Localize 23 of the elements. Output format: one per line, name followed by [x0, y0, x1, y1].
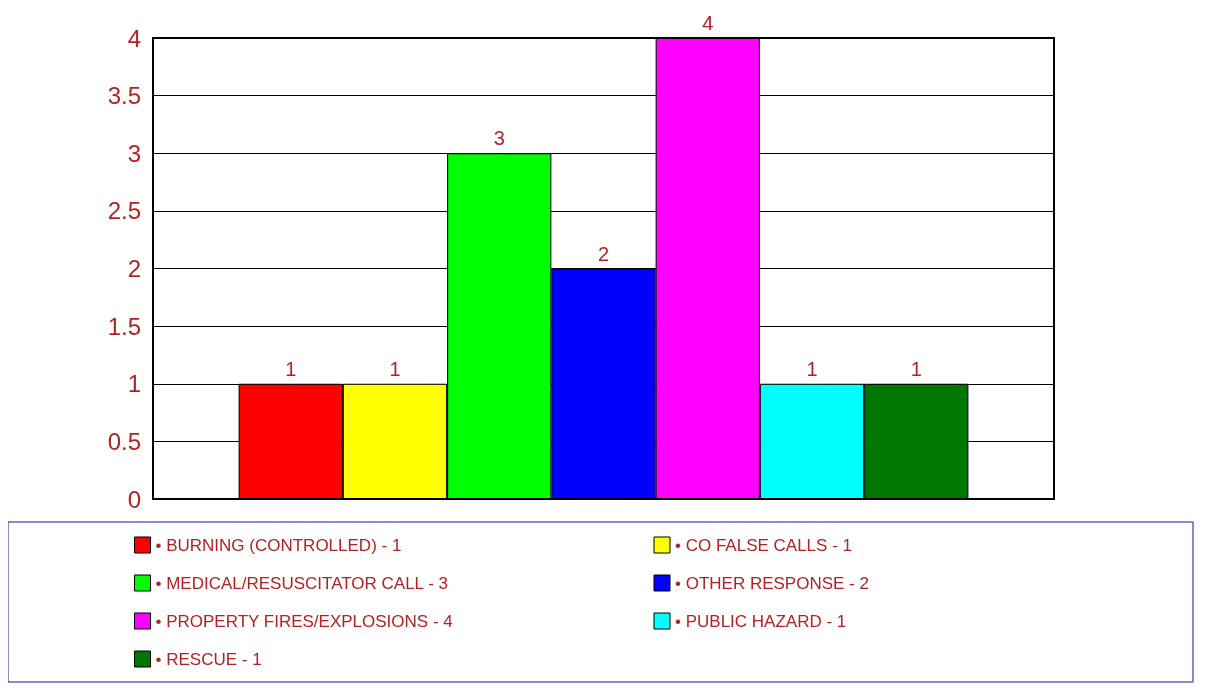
data-label: 1: [389, 357, 401, 380]
legend-label: • CO FALSE CALLS - 1: [675, 535, 852, 555]
legend-label: • MEDICAL/RESUSCITATOR CALL - 3: [155, 573, 448, 593]
legend-label: • PROPERTY FIRES/EXPLOSIONS - 4: [155, 611, 453, 631]
legend-label: • RESCUE - 1: [155, 649, 262, 669]
data-label: 4: [702, 12, 714, 34]
y-tick-label: 3.5: [107, 82, 141, 110]
legend-label: • BURNING (CONTROLLED) - 1: [155, 535, 402, 555]
legend-label: • OTHER RESPONSE - 2: [675, 573, 869, 593]
y-tick-label: 3: [127, 139, 141, 167]
legend-label: • PUBLIC HAZARD - 1: [675, 611, 847, 631]
y-tick-label: 1.5: [107, 312, 141, 340]
y-tick-label: 0.5: [107, 427, 141, 455]
y-tick-label: 2: [127, 255, 141, 282]
y-tick-label: 0: [127, 485, 141, 513]
data-label: 1: [910, 357, 922, 380]
y-tick-label: 1: [127, 370, 141, 398]
y-tick-label: 2.5: [107, 197, 141, 225]
data-label: 1: [806, 357, 818, 380]
data-label: 1: [285, 357, 297, 380]
data-label: 3: [493, 127, 505, 150]
y-tick-label: 4: [127, 24, 141, 52]
data-label: 2: [597, 242, 610, 265]
